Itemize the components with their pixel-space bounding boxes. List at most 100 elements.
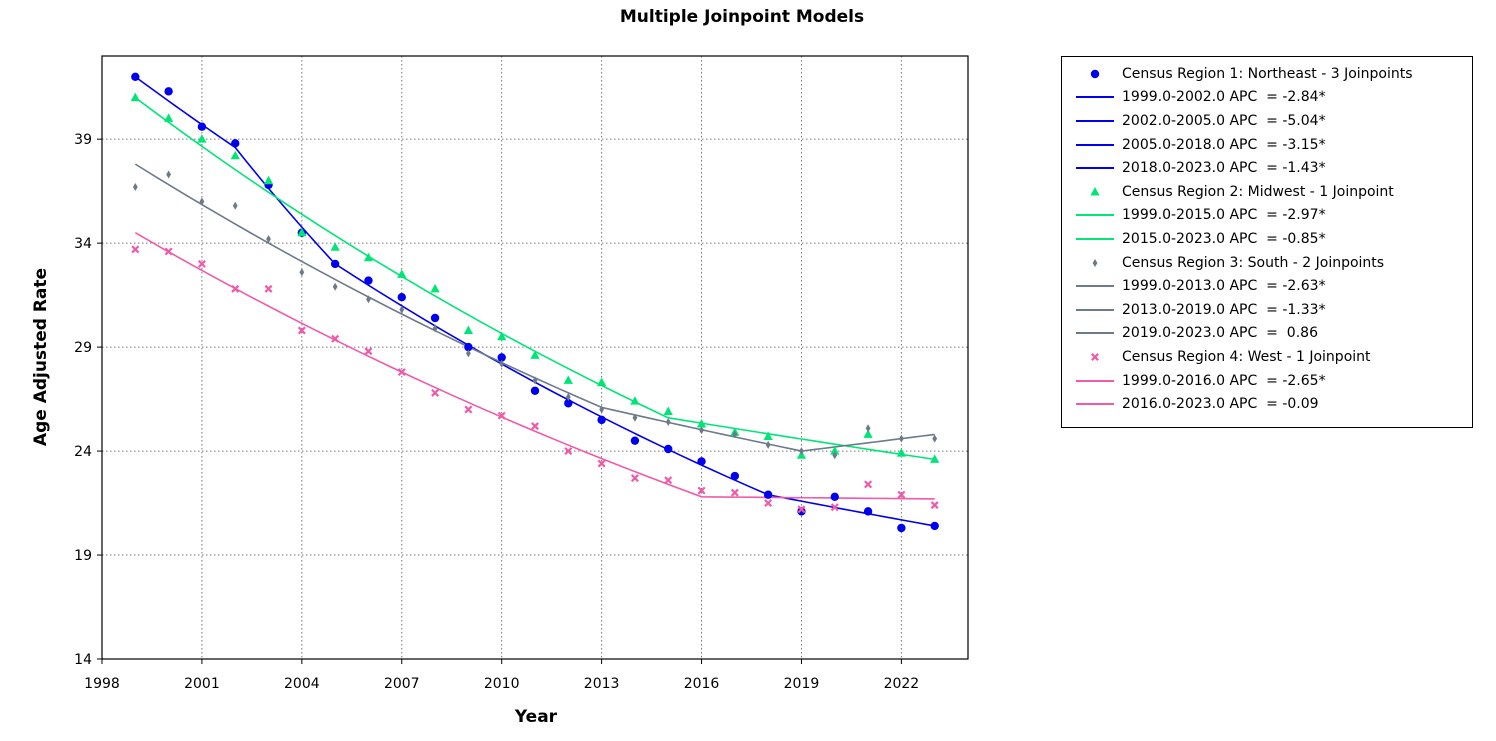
legend-marker-icon xyxy=(1072,62,1118,85)
data-point-series-3 xyxy=(465,349,471,358)
legend-label: 2019.0-2023.0 APC = 0.86 xyxy=(1122,325,1318,342)
data-point-series-3 xyxy=(332,282,338,291)
data-point-series-2 xyxy=(430,283,440,293)
data-point-series-2 xyxy=(397,269,407,278)
x-tick-label: 2013 xyxy=(584,676,620,692)
legend-label: 2016.0-2023.0 APC = -0.09 xyxy=(1122,396,1319,413)
x-tick-label: 2022 xyxy=(884,676,920,692)
data-point-series-4 xyxy=(464,405,473,414)
legend-line-icon xyxy=(1072,322,1118,345)
data-point-series-2 xyxy=(630,396,640,405)
x-tick-label: 2010 xyxy=(484,676,520,692)
data-point-series-4 xyxy=(830,503,839,512)
x-tick-label: 2001 xyxy=(184,676,220,692)
data-point-series-2 xyxy=(563,375,573,384)
legend-label: 2015.0-2023.0 APC = -0.85* xyxy=(1122,230,1326,247)
legend-marker-icon xyxy=(1072,251,1118,274)
legend-marker-icon xyxy=(1072,180,1118,203)
data-point-series-1 xyxy=(530,386,540,395)
data-point-series-4 xyxy=(664,476,673,485)
data-point-series-3 xyxy=(299,268,305,277)
legend-label: 1999.0-2016.0 APC = -2.65* xyxy=(1122,372,1326,389)
data-point-series-3 xyxy=(865,424,871,433)
data-point-series-3 xyxy=(499,359,505,368)
data-point-series-4 xyxy=(730,488,739,497)
data-point-series-1 xyxy=(730,471,740,481)
legend-label: Census Region 3: South - 2 Joinpoints xyxy=(1122,254,1385,271)
data-point-series-2 xyxy=(197,134,207,143)
fit-line-series-4 xyxy=(134,232,935,500)
legend-series-entry: Census Region 4: West - 1 Joinpoint xyxy=(1062,345,1371,369)
legend-label: Census Region 1: Northeast - 3 Joinpoint… xyxy=(1122,65,1413,82)
legend-label: 2018.0-2023.0 APC = -1.43* xyxy=(1122,160,1326,177)
legend-series-entry: Census Region 2: Midwest - 1 Joinpoint xyxy=(1062,180,1394,204)
data-point-series-3 xyxy=(399,305,405,314)
legend-label: 2005.0-2018.0 APC = -3.15* xyxy=(1122,136,1326,153)
data-point-series-3 xyxy=(632,413,638,422)
data-point-series-3 xyxy=(599,405,605,414)
x-tick-label: 2019 xyxy=(784,676,820,692)
data-point-series-1 xyxy=(797,507,806,516)
data-point-series-1 xyxy=(564,399,573,408)
legend-line-icon xyxy=(1072,275,1118,298)
data-point-series-1 xyxy=(397,293,406,302)
legend-series-entry: Census Region 1: Northeast - 3 Joinpoint… xyxy=(1062,62,1413,86)
legend-marker xyxy=(1090,186,1100,196)
axis-ticks: 1998 2001 2004 2007 2010 2013 2016 2019 2022 14 19… xyxy=(74,132,919,692)
data-point-series-3 xyxy=(132,182,138,191)
data-point-series-2 xyxy=(363,252,374,262)
data-point-series-4 xyxy=(764,499,773,508)
data-point-series-4 xyxy=(930,501,939,510)
legend-segment-entry: 1999.0-2002.0 APC = -2.84* xyxy=(1062,86,1326,110)
data-point-series-4 xyxy=(697,486,706,495)
data-point-series-1 xyxy=(697,457,706,466)
data-point-series-2 xyxy=(230,150,240,160)
data-point-series-2 xyxy=(863,429,873,438)
data-point-series-1 xyxy=(430,313,440,323)
data-point-series-4 xyxy=(497,411,506,420)
data-point-series-2 xyxy=(696,419,707,428)
data-point-series-3 xyxy=(199,197,205,206)
data-point-series-4 xyxy=(797,505,806,514)
data-point-series-3 xyxy=(832,451,838,460)
fit-line-series-1 xyxy=(134,76,935,527)
data-point-series-2 xyxy=(530,350,540,359)
legend-line-icon xyxy=(1072,298,1118,321)
y-tick-label: 29 xyxy=(74,340,92,356)
data-point-series-1 xyxy=(197,122,207,131)
data-point-series-2 xyxy=(263,175,274,185)
legend-line-icon xyxy=(1072,133,1118,156)
data-point-series-1 xyxy=(164,87,173,96)
data-point-series-1 xyxy=(897,523,906,533)
data-point-series-3 xyxy=(432,324,438,333)
data-point-series-4 xyxy=(431,388,440,397)
legend-segment-entry: 1999.0-2016.0 APC = -2.65* xyxy=(1062,369,1326,393)
legend-segment-entry: 2005.0-2018.0 APC = -3.15* xyxy=(1062,133,1326,157)
data-point-series-1 xyxy=(330,259,340,269)
legend-line-icon xyxy=(1072,157,1118,180)
data-point-series-4 xyxy=(231,284,240,293)
legend-label: 1999.0-2013.0 APC = -2.63* xyxy=(1122,278,1326,295)
data-point-series-4 xyxy=(364,347,373,356)
data-point-series-1 xyxy=(930,521,939,531)
legend: Census Region 1: Northeast - 3 Joinpoint… xyxy=(1061,56,1473,428)
y-tick-label: 19 xyxy=(74,548,92,564)
data-point-series-1 xyxy=(231,139,240,148)
data-point-series-1 xyxy=(863,507,873,516)
data-point-series-4 xyxy=(864,480,873,489)
legend-line-icon xyxy=(1072,227,1118,250)
data-point-series-3 xyxy=(765,440,771,449)
data-point-series-2 xyxy=(930,454,940,463)
x-axis-title: Year xyxy=(514,707,558,727)
legend-line-icon xyxy=(1072,86,1118,109)
legend-label: 2013.0-2019.0 APC = -1.33* xyxy=(1122,301,1326,318)
data-point-series-4 xyxy=(164,247,173,256)
legend-marker xyxy=(1092,258,1098,267)
legend-segment-entry: 2019.0-2023.0 APC = 0.86 xyxy=(1062,322,1318,346)
data-point-series-2 xyxy=(497,331,507,341)
legend-series-entry: Census Region 3: South - 2 Joinpoints xyxy=(1062,251,1384,275)
data-point-series-1 xyxy=(630,436,640,445)
legend-label: 1999.0-2002.0 APC = -2.84* xyxy=(1122,89,1326,106)
legend-segment-entry: 2018.0-2023.0 APC = -1.43* xyxy=(1062,156,1326,180)
data-points xyxy=(130,72,940,533)
